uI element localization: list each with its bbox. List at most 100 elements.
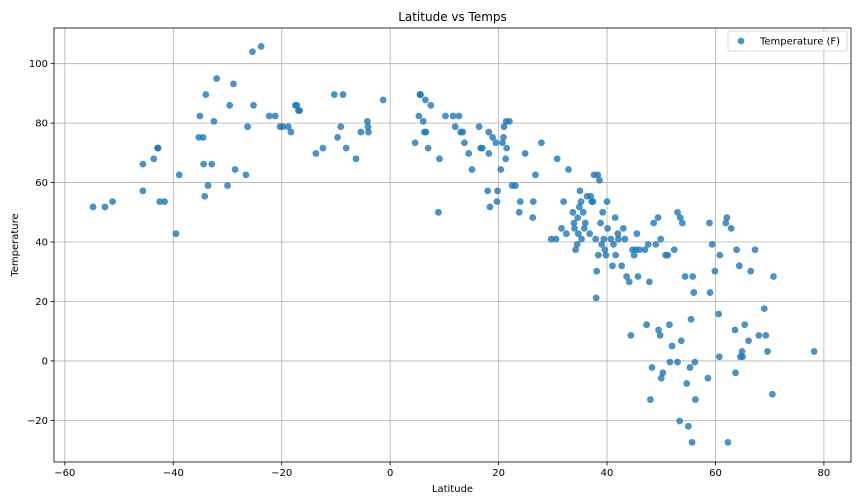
data-point	[706, 289, 714, 296]
data-point	[494, 187, 501, 195]
data-point	[422, 128, 430, 136]
data-point	[655, 326, 662, 334]
data-point	[468, 166, 476, 173]
data-point	[242, 171, 250, 179]
x-tick-label: −20	[271, 468, 292, 479]
data-point	[659, 369, 667, 377]
data-point	[576, 187, 584, 195]
data-point	[449, 112, 457, 120]
data-point	[424, 144, 432, 152]
data-point	[500, 123, 508, 131]
data-point	[421, 96, 429, 104]
data-point	[593, 267, 601, 275]
data-point	[708, 241, 716, 248]
data-point	[553, 155, 561, 163]
x-axis-label: Latitude	[432, 484, 473, 495]
data-point	[573, 241, 581, 248]
data-point	[657, 374, 665, 382]
data-point	[711, 267, 719, 275]
data-point	[683, 380, 691, 387]
y-tick-label: 60	[35, 178, 48, 189]
data-point	[751, 246, 759, 254]
data-point	[630, 251, 638, 259]
data-point	[202, 91, 210, 98]
data-point	[357, 128, 365, 136]
data-point	[502, 155, 510, 163]
data-point	[89, 203, 97, 211]
data-point	[677, 337, 685, 345]
y-tick-label: 40	[35, 238, 48, 249]
chart-title: Latitude vs Temps	[398, 10, 507, 24]
data-point	[575, 203, 583, 211]
data-point	[579, 208, 587, 216]
data-point	[521, 150, 529, 157]
data-point	[101, 203, 109, 211]
legend-marker	[737, 37, 745, 45]
data-point	[560, 198, 568, 206]
data-point	[500, 133, 507, 141]
data-point	[459, 128, 467, 136]
data-point	[498, 139, 506, 147]
data-point	[257, 43, 265, 50]
data-point	[592, 235, 600, 243]
data-point	[764, 348, 771, 355]
data-point	[722, 219, 730, 227]
data-point	[666, 358, 674, 366]
data-point	[465, 150, 473, 157]
data-point	[475, 123, 483, 131]
data-point	[612, 251, 620, 259]
data-point	[492, 139, 500, 147]
data-point	[604, 224, 611, 232]
data-point	[287, 128, 295, 136]
data-point	[731, 326, 739, 334]
y-axis-label: Temperature	[10, 213, 21, 277]
data-point	[478, 144, 486, 152]
data-point	[411, 139, 419, 147]
data-point	[602, 251, 610, 259]
data-point	[656, 331, 664, 339]
y-tick-label: 0	[42, 356, 48, 367]
legend-box	[727, 30, 848, 52]
data-point	[735, 262, 743, 270]
data-point	[569, 208, 577, 216]
data-point	[810, 348, 818, 355]
data-point	[657, 235, 665, 243]
data-point	[319, 144, 327, 152]
data-point	[715, 353, 723, 361]
data-point	[594, 251, 602, 259]
data-point	[598, 241, 605, 248]
data-point	[497, 166, 505, 173]
data-point	[365, 128, 372, 136]
data-point	[538, 139, 545, 147]
data-point	[676, 214, 684, 222]
y-tick-label: 20	[35, 297, 48, 308]
data-point	[690, 289, 698, 296]
data-point	[529, 198, 537, 206]
data-point	[200, 160, 208, 168]
data-point	[558, 224, 565, 232]
legend-label: Temperature (F)	[759, 37, 840, 48]
data-point	[610, 241, 617, 248]
data-point	[244, 123, 251, 131]
data-point	[417, 91, 424, 98]
x-tick-label: 40	[601, 468, 614, 479]
x-tick-label: 80	[818, 468, 831, 479]
data-point	[231, 166, 239, 173]
data-point	[578, 235, 585, 243]
data-point	[342, 144, 350, 152]
data-point	[615, 235, 622, 243]
data-point	[226, 101, 234, 109]
data-point	[589, 198, 597, 206]
data-point	[296, 107, 304, 115]
data-point	[175, 171, 183, 179]
data-point	[485, 150, 493, 157]
data-point	[419, 117, 427, 125]
grid	[54, 28, 851, 462]
data-point	[594, 171, 602, 179]
data-point	[689, 273, 697, 280]
data-points	[89, 43, 818, 446]
data-point	[741, 321, 749, 329]
data-point	[284, 123, 292, 131]
data-point	[739, 353, 746, 361]
data-point	[745, 337, 752, 345]
